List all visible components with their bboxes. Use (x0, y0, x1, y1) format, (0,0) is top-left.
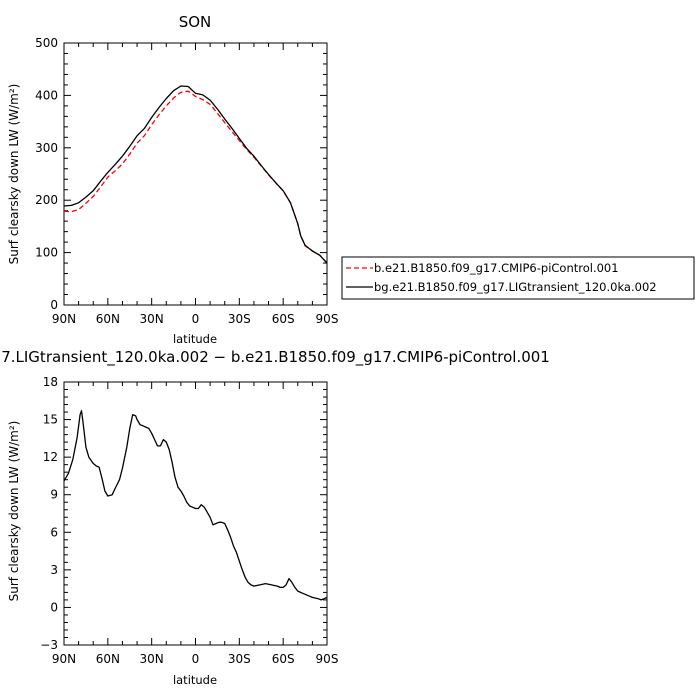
y-tick-label: 3 (50, 563, 58, 577)
series-line-0-1 (63, 85, 328, 264)
legend: b.e21.B1850.f09_g17.CMIP6-piControl.001 … (341, 256, 695, 300)
x-tick-label: 90S (316, 652, 339, 666)
y-tick-label: 15 (43, 413, 58, 427)
top-chart-panel: SON latitude Surf clearsky down LW (W/m²… (7, 13, 695, 346)
x-tick-label: 60N (96, 312, 120, 326)
x-tick-label: 30S (228, 312, 251, 326)
y-tick-label: 18 (43, 375, 58, 389)
bottom-chart-ylabel: Surf clearsky down LW (W/m²) (7, 421, 21, 602)
x-tick-label: 30N (140, 652, 164, 666)
legend-label-control: b.e21.B1850.f09_g17.CMIP6-piControl.001 (374, 261, 619, 275)
top-chart-ylabel: Surf clearsky down LW (W/m²) (7, 84, 21, 265)
series-line-1-0 (63, 410, 328, 601)
bottom-chart-xlabel: latitude (173, 673, 217, 687)
top-chart-plot-area: 90N 60N 30N 0 30S 60S 90S 0 100 200 300 400 500 (35, 36, 338, 326)
y-tick-label: 0 (50, 600, 58, 614)
x-tick-label: 90S (316, 312, 339, 326)
y-tick-label: 300 (35, 141, 58, 155)
y-tick-label: 12 (43, 450, 58, 464)
y-tick-label: −3 (40, 638, 58, 652)
bottom-chart-title: bg.e21.B1850.f09_g17.LIGtransient_120.0k… (0, 348, 550, 367)
y-tick-label: 0 (50, 298, 58, 312)
x-tick-label: 90N (52, 312, 76, 326)
x-tick-label: 60S (272, 312, 295, 326)
x-tick-label: 0 (192, 652, 200, 666)
bottom-chart-panel: bg.e21.B1850.f09_g17.LIGtransient_120.0k… (0, 348, 550, 687)
y-tick-label: 9 (50, 488, 58, 502)
top-chart-title: SON (179, 13, 212, 31)
y-tick-label: 6 (50, 525, 58, 539)
top-chart-xlabel: latitude (173, 332, 217, 346)
x-tick-label: 60N (96, 652, 120, 666)
bottom-chart-plot-area: 90N 60N 30N 0 30S 60S 90S −3 0 3 6 9 12 15 18 (40, 375, 338, 666)
legend-box (341, 256, 695, 300)
legend-label-ligtransient: bg.e21.B1850.f09_g17.LIGtransient_120.0k… (374, 280, 657, 294)
x-tick-label: 30S (228, 652, 251, 666)
y-tick-label: 500 (35, 36, 58, 50)
y-tick-label: 400 (35, 88, 58, 102)
plot-frame (63, 381, 328, 646)
x-tick-label: 30N (140, 312, 164, 326)
x-tick-label: 0 (192, 312, 200, 326)
plot-frame (63, 42, 328, 306)
x-tick-label: 90N (52, 652, 76, 666)
y-tick-label: 200 (35, 193, 58, 207)
x-tick-label: 60S (272, 652, 295, 666)
y-tick-label: 100 (35, 246, 58, 260)
